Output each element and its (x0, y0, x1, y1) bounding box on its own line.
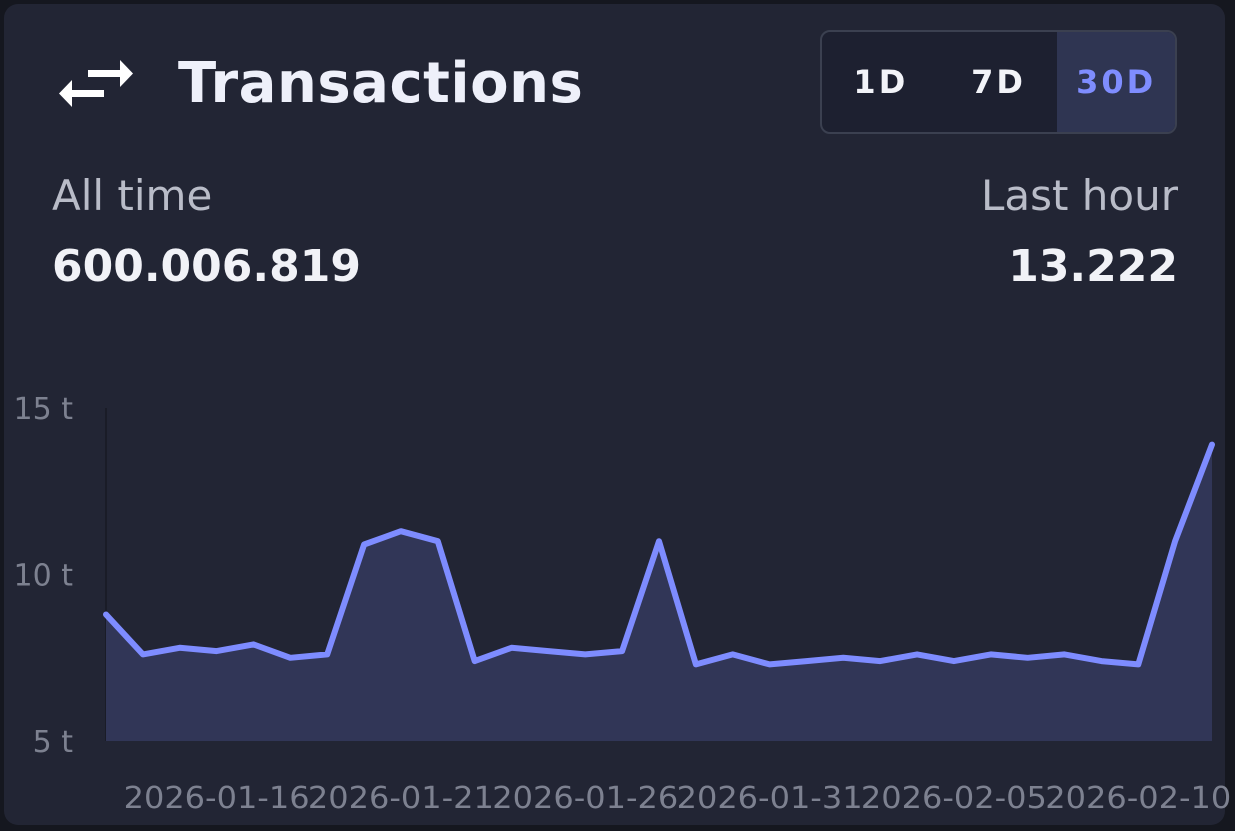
data-point (472, 659, 477, 664)
data-point (1062, 652, 1067, 657)
range-7d-button[interactable]: 7D (971, 63, 1026, 101)
data-point (1136, 662, 1141, 667)
swap-arrows-icon (59, 60, 133, 107)
x-tick-label: 2026-01-26 (492, 781, 678, 816)
data-point (951, 659, 956, 664)
data-point (1025, 655, 1030, 660)
data-point (1210, 442, 1214, 447)
data-point (362, 542, 367, 547)
data-point (140, 652, 145, 657)
data-point (398, 529, 403, 534)
data-point (583, 652, 588, 657)
series-area (106, 444, 1212, 741)
data-point (214, 649, 219, 654)
range-1d-button[interactable]: 1D (853, 63, 909, 101)
data-point (915, 652, 920, 657)
data-point (1173, 539, 1178, 544)
x-tick-label: 2026-02-05 (861, 781, 1047, 816)
y-tick-label: 15 t (14, 392, 74, 427)
all-time-label: All time (52, 171, 213, 220)
data-point (730, 652, 735, 657)
data-point (104, 612, 108, 617)
y-tick-label: 10 t (14, 559, 74, 594)
all-time-value: 600.006.819 (52, 241, 361, 292)
data-point (988, 652, 993, 657)
data-point (325, 652, 330, 657)
data-point (693, 662, 698, 667)
y-tick-label: 5 t (33, 725, 74, 760)
card-title: Transactions (178, 51, 584, 116)
data-point (804, 659, 809, 664)
data-point (657, 539, 661, 544)
data-point (288, 655, 293, 660)
data-point (177, 645, 182, 650)
range-30d-button[interactable]: 30D (1057, 32, 1175, 132)
data-point (878, 659, 883, 664)
x-tick-label: 2026-01-31 (677, 781, 863, 816)
data-point (767, 662, 772, 667)
data-point (509, 645, 514, 650)
data-point (435, 539, 440, 544)
x-tick-label: 2026-01-16 (124, 781, 310, 816)
x-tick-label: 2026-02-10 (1045, 781, 1231, 816)
data-point (546, 649, 551, 654)
time-range-selector: 1D 7D 30D (820, 30, 1177, 134)
data-point (251, 642, 256, 647)
last-hour-value: 13.222 (1008, 241, 1178, 292)
data-point (620, 649, 625, 654)
last-hour-label: Last hour (980, 171, 1178, 220)
x-tick-label: 2026-01-21 (308, 781, 494, 816)
data-point (841, 655, 846, 660)
data-point (1099, 659, 1104, 664)
